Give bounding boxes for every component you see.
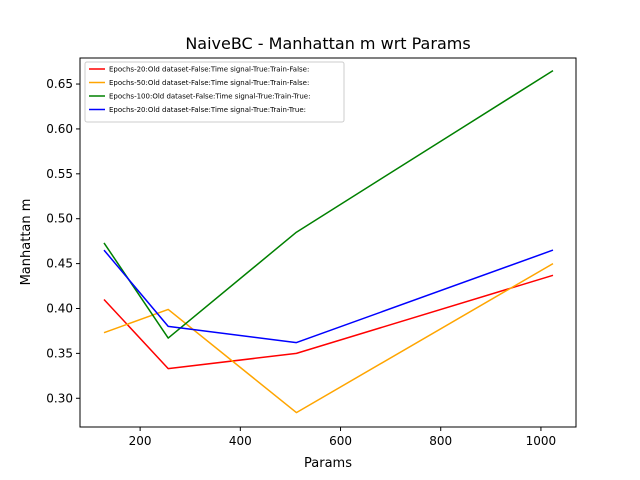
x-tick-label: 800 [429, 434, 452, 448]
y-tick-label: 0.55 [46, 167, 73, 181]
legend: Epochs-20:Old dataset-False:Time signal-… [84, 61, 345, 123]
series-line-4 [103, 249, 554, 344]
legend-label-2: Epochs-50:Old dataset-False:Time signal-… [109, 79, 309, 87]
legend-box [84, 61, 345, 123]
series-line-1 [103, 274, 554, 370]
y-tick-label: 0.40 [46, 301, 73, 315]
y-axis-label: Manhattan m [19, 199, 34, 286]
legend-label-3: Epochs-100:Old dataset-False:Time signal… [109, 93, 310, 101]
y-tick-label: 0.45 [46, 257, 73, 271]
x-tick-label: 600 [329, 434, 352, 448]
legend-label-1: Epochs-20:Old dataset-False:Time signal-… [109, 66, 309, 74]
y-tick-label: 0.35 [46, 346, 73, 360]
x-tick-label: 1000 [526, 434, 557, 448]
series-line-2 [103, 262, 554, 414]
series-line-3 [103, 69, 554, 339]
y-tick-label: 0.65 [46, 77, 73, 91]
y-tick-label: 0.60 [46, 122, 73, 136]
x-tick-label: 200 [129, 434, 152, 448]
x-axis-label: Params [304, 456, 352, 471]
y-tick-label: 0.30 [46, 391, 73, 405]
plot-frame [79, 57, 577, 428]
legend-label-4: Epochs-20:Old dataset-False:Time signal-… [109, 106, 306, 114]
chart-title: NaiveBC - Manhattan m wrt Params [185, 34, 470, 53]
y-tick-label: 0.50 [46, 212, 73, 226]
x-tick-label: 400 [229, 434, 252, 448]
